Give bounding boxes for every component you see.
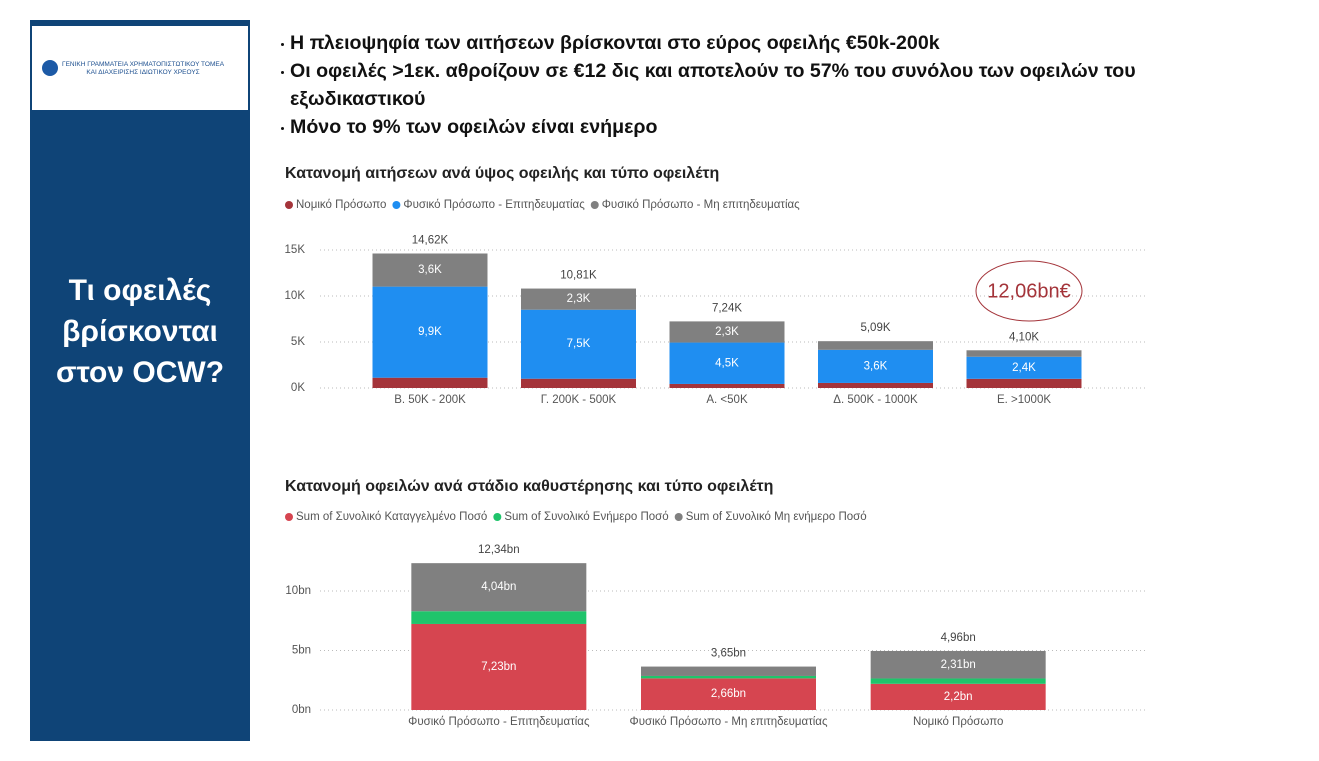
x-tick-label: Νομικό Πρόσωπο (913, 716, 1003, 728)
legend-marker (493, 513, 502, 521)
value-label: 2,2bn (944, 691, 973, 703)
value-label: 7,5K (567, 338, 591, 350)
legend-marker (392, 201, 401, 209)
bar-segment (641, 675, 816, 679)
value-label: 4,5K (715, 357, 739, 369)
logo: ΓΕΝΙΚΗ ΓΡΑΜΜΑΤΕΙΑ ΧΡΗΜΑΤΟΠΙΣΤΩΤΙΚΟΥ ΤΟΜΕ… (32, 26, 248, 110)
bar-segment (521, 378, 636, 388)
bar-segment (966, 350, 1082, 357)
chart-title: Κατανομή οφειλών ανά στάδιο καθυστέρησης… (285, 478, 773, 495)
y-tick-label: 5K (291, 336, 305, 348)
total-label: 7,24K (712, 302, 742, 314)
y-tick-label: 10K (285, 290, 306, 302)
legend-marker (285, 513, 293, 521)
value-label: 2,31bn (941, 659, 976, 671)
bar-segment (669, 321, 785, 343)
value-label: 7,23bn (481, 661, 516, 673)
total-label: 3,65bn (711, 648, 746, 660)
bar-segment (818, 349, 933, 383)
bar-segment (521, 288, 636, 310)
legend-label: Φυσικό Πρόσωπο - Επιτηδευματίας (403, 199, 585, 211)
value-label: 2,3K (567, 293, 591, 305)
total-label: 4,96bn (941, 632, 976, 644)
title-line: βρίσκονται (62, 315, 218, 348)
bar-segment (411, 623, 587, 710)
legend-marker (674, 513, 683, 521)
legend-marker (590, 201, 599, 209)
bar-segment (818, 341, 933, 350)
x-tick-label: Δ. 500K - 1000K (833, 394, 918, 406)
value-label: 3,6K (864, 360, 888, 372)
title-line: Τι οφειλές (68, 274, 212, 307)
bar-segment (641, 678, 816, 710)
legend-label: Φυσικό Πρόσωπο - Μη επιτηδευματίας (602, 199, 800, 211)
bar-segment (818, 382, 933, 388)
x-tick-label: Α. <50K (706, 394, 748, 406)
bar-segment (641, 666, 816, 676)
bar-segment (372, 377, 488, 388)
bullets: Η πλειοψηφία των αιτήσεων βρίσκονται στο… (281, 29, 1246, 141)
x-tick-label: Ε. >1000K (997, 394, 1051, 406)
total-label: 4,10K (1009, 331, 1039, 343)
value-label: 3,6K (418, 264, 442, 276)
annotation: 12,06bn€ (987, 280, 1070, 302)
chart-title: Κατανομή αιτήσεων ανά ύψος οφειλής και τ… (285, 165, 719, 182)
emblem (42, 60, 58, 76)
title-line: στον OCW? (55, 356, 225, 389)
value-label: 9,9K (418, 326, 442, 338)
value-label: 2,4K (1012, 362, 1036, 374)
legend-marker (285, 201, 293, 209)
bar-segment (411, 563, 587, 612)
legend-label: Sum of Συνολικό Ενήμερο Ποσό (504, 511, 668, 523)
x-tick-label: Β. 50K - 200K (394, 394, 466, 406)
bar-segment (870, 650, 1046, 679)
logo-line: ΚΑΙ ΔΙΑΧΕΙΡΙΣΗΣ ΙΔΙΩΤΙΚΟΥ ΧΡΕΟΥΣ (86, 69, 200, 76)
total-label: 14,62K (412, 235, 449, 247)
logo-text: ΓΕΝΙΚΗ ΓΡΑΜΜΑΤΕΙΑ ΧΡΗΜΑΤΟΠΙΣΤΩΤΙΚΟΥ ΤΟΜΕ… (62, 61, 224, 77)
x-tick-label: Φυσικό Πρόσωπο - Μη επιτηδευματίας (630, 716, 828, 728)
y-tick-label: 0bn (292, 704, 311, 716)
bar-segment (669, 342, 785, 384)
legend-label: Νομικό Πρόσωπο (296, 199, 386, 211)
annotation-circle (975, 260, 1083, 322)
sidebar: ΓΕΝΙΚΗ ΓΡΑΜΜΑΤΕΙΑ ΧΡΗΜΑΤΟΠΙΣΤΩΤΙΚΟΥ ΤΟΜΕ… (30, 20, 250, 741)
bullet: Οι οφειλές >1εκ. αθροίζουν σε €12 δις κα… (281, 57, 1246, 113)
y-tick-label: 0K (291, 382, 305, 394)
legend-label: Sum of Συνολικό Μη ενήμερο Ποσό (686, 511, 867, 523)
bullet: Η πλειοψηφία των αιτήσεων βρίσκονται στο… (281, 29, 1246, 57)
bar-segment (521, 309, 636, 379)
bar-segment (372, 286, 488, 378)
bar-segment (966, 356, 1082, 379)
bar-segment (669, 383, 785, 388)
bar-segment (870, 683, 1046, 710)
y-tick-label: 5bn (292, 645, 311, 657)
bar-segment (966, 378, 1082, 388)
total-label: 5,09K (860, 322, 890, 334)
bullet: Μόνο το 9% των οφειλών είναι ενήμερο (281, 113, 1246, 141)
bar-segment (870, 678, 1046, 684)
logo-line: ΓΕΝΙΚΗ ΓΡΑΜΜΑΤΕΙΑ ΧΡΗΜΑΤΟΠΙΣΤΩΤΙΚΟΥ ΤΟΜΕ… (62, 61, 225, 68)
x-tick-label: Γ. 200K - 500K (541, 394, 617, 406)
total-label: 10,81K (560, 270, 597, 282)
bar-segment (372, 253, 488, 287)
x-tick-label: Φυσικό Πρόσωπο - Επιτηδευματίας (408, 716, 590, 728)
value-label: 2,66bn (711, 688, 746, 700)
bar-segment (411, 611, 587, 624)
legend-label: Sum of Συνολικό Καταγγελμένο Ποσό (296, 511, 487, 523)
y-tick-label: 10bn (285, 585, 311, 597)
sidebar-title: Τι οφειλές βρίσκονται στον OCW? (30, 270, 250, 393)
y-tick-label: 15K (285, 244, 306, 256)
value-label: 2,3K (715, 326, 739, 338)
value-label: 4,04bn (481, 581, 516, 593)
total-label: 12,34bn (478, 544, 520, 556)
